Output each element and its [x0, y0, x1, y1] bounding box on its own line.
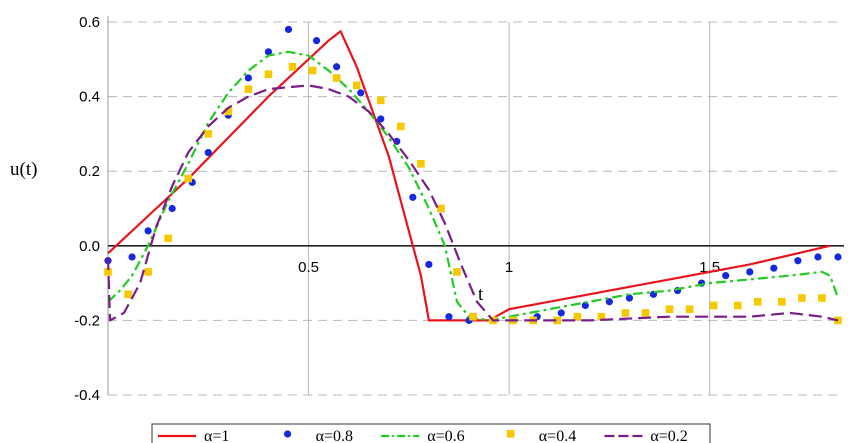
data-point	[168, 204, 176, 213]
legend-label: α=0.4	[539, 428, 576, 443]
legend-item: α=0.4	[506, 428, 576, 443]
x-tick-label: 0.5	[298, 259, 319, 276]
data-point	[469, 312, 477, 321]
legend-label: α=0.6	[427, 428, 464, 443]
data-point	[332, 74, 341, 82]
grid-lines	[108, 21, 838, 396]
data-point	[794, 257, 802, 265]
data-point	[284, 25, 293, 34]
x-tick-label: 1	[505, 259, 513, 276]
legend-label: α=0.8	[316, 428, 353, 443]
data-point	[553, 316, 562, 325]
data-point	[397, 122, 405, 131]
y-tick-label: 0.6	[79, 14, 100, 31]
series-0-2	[106, 84, 839, 322]
data-point	[573, 312, 582, 321]
legend-swatch	[506, 430, 515, 438]
data-point	[834, 253, 842, 261]
series-line	[107, 50, 840, 322]
series-0-4	[104, 62, 842, 325]
data-point	[184, 174, 193, 183]
data-point	[581, 301, 589, 310]
x-axis-label: t	[478, 284, 484, 305]
series-0-8	[104, 25, 842, 324]
tick-labels: 0.60.40.20.0-0.2-0.40.5 1 1.5	[74, 14, 720, 404]
data-point	[312, 37, 321, 45]
axes	[107, 16, 844, 395]
data-point	[834, 316, 842, 325]
data-point	[605, 298, 613, 306]
data-point	[204, 130, 213, 138]
data-point	[625, 294, 634, 302]
data-point	[770, 264, 778, 272]
data-point	[357, 89, 365, 97]
data-point	[144, 268, 152, 276]
data-point	[224, 107, 233, 116]
data-point	[746, 268, 754, 276]
legend-label: α=1	[204, 428, 229, 443]
data-point	[814, 253, 822, 261]
data-point	[288, 62, 297, 71]
data-point	[333, 63, 341, 71]
data-point	[597, 312, 606, 321]
data-point	[425, 260, 433, 269]
data-point	[204, 148, 212, 157]
y-axis-label: u(t)	[10, 159, 37, 180]
legend-item: α=0.8	[284, 428, 353, 443]
data-point	[557, 309, 565, 317]
data-point	[104, 268, 112, 276]
data-point	[445, 313, 453, 321]
data-point	[128, 253, 136, 261]
data-point	[621, 309, 630, 317]
data-point	[722, 272, 730, 280]
legend-label: α=0.2	[650, 428, 687, 443]
legend-swatch	[284, 430, 292, 438]
data-point	[377, 115, 385, 123]
y-tick-label: 0.4	[79, 89, 100, 106]
legend: α=1 α=0.8 α=0.6 α=0.4 α=0.2	[151, 423, 711, 443]
data-point	[685, 305, 694, 314]
data-point	[264, 70, 273, 79]
data-point	[244, 74, 252, 82]
data-point	[665, 305, 674, 314]
series-line	[107, 30, 831, 322]
data-point	[778, 297, 786, 306]
data-point	[409, 193, 417, 201]
data-point	[818, 294, 826, 302]
data-point	[352, 81, 361, 90]
data-series	[104, 25, 842, 325]
data-point	[308, 66, 317, 75]
series-1	[107, 30, 831, 322]
data-point	[641, 309, 650, 317]
legend-item: α=0.6	[381, 428, 465, 443]
series-0-6	[107, 50, 840, 322]
data-point	[798, 294, 806, 302]
data-point	[144, 227, 152, 235]
data-point	[437, 204, 445, 213]
data-point	[264, 48, 273, 56]
y-tick-label: -0.4	[74, 387, 100, 404]
legend-item: α=1	[158, 428, 229, 443]
y-tick-label: -0.2	[74, 312, 100, 329]
data-point	[417, 159, 425, 168]
y-tick-label: 0.2	[79, 163, 100, 180]
y-tick-label: 0.0	[79, 238, 100, 255]
data-point	[244, 85, 253, 93]
data-point	[453, 268, 461, 276]
data-point	[733, 301, 742, 310]
legend-box	[151, 423, 711, 443]
data-point	[709, 301, 718, 310]
data-point	[753, 297, 762, 306]
data-point	[164, 234, 172, 243]
series-line	[106, 84, 839, 322]
legend-item: α=0.2	[604, 428, 688, 443]
data-point	[124, 290, 132, 299]
data-point	[376, 96, 385, 105]
